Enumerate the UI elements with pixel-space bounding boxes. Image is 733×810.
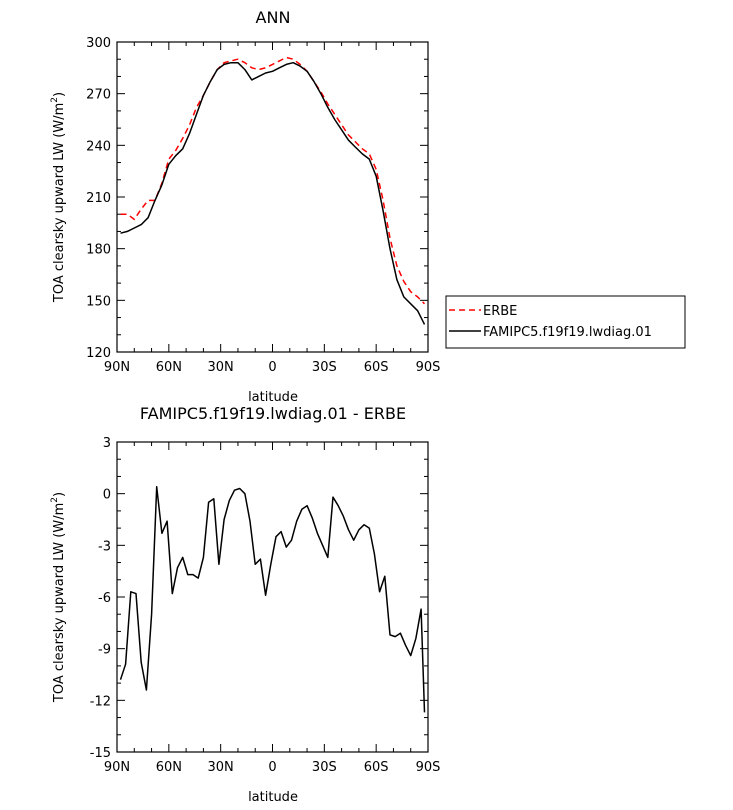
panel2-y-axis-label-close: ) <box>52 492 67 497</box>
panel2-ytick-label: -6 <box>98 591 111 606</box>
panel1-y-axis-label: TOA clearsky upward LW (W/m2) <box>50 92 67 303</box>
panel2-title: FAMIPC5.f19f19.lwdiag.01 - ERBE <box>140 404 406 423</box>
panel1-xtick-label: 0 <box>268 360 276 375</box>
panel1-xtick-label: 90N <box>104 360 130 375</box>
panel1-ytick-label: 210 <box>86 191 111 206</box>
legend-label-model: FAMIPC5.f19f19.lwdiag.01 <box>483 325 652 340</box>
panel2-ytick-label: -15 <box>90 746 111 761</box>
panel1-y-axis-label-close: ) <box>52 92 67 97</box>
panel1-plot-frame <box>116 41 429 353</box>
panel1-series <box>120 56 426 325</box>
panel2-ytick-label: 3 <box>103 436 111 451</box>
panel1-xtick-label: 60N <box>156 360 182 375</box>
panel1-xtick-label: 60S <box>364 360 389 375</box>
panel2-plot-frame <box>116 441 429 753</box>
panel1-series-line-1 <box>120 61 426 325</box>
panel2-ytick-label: -12 <box>90 694 111 709</box>
panel2-series <box>119 486 426 713</box>
panel1-xtick-label: 30N <box>208 360 234 375</box>
panel2-y-axis-label: TOA clearsky upward LW (W/m2) <box>50 492 67 703</box>
panel1-ytick-label: 300 <box>86 36 111 51</box>
panel1-ytick-label: 180 <box>86 243 111 258</box>
legend-box <box>445 295 686 349</box>
panel1-y-axis-label-text: TOA clearsky upward LW (W/m <box>52 103 67 303</box>
panel2-ytick-label: 0 <box>103 488 111 503</box>
panel2-xtick-label: 30N <box>208 760 234 775</box>
panel1-axis-ticks: 120 150 180 210 240 270 300 90N 60N 30N 0 30S 60S 90S <box>86 36 440 375</box>
panel2-xtick-label: 60S <box>364 760 389 775</box>
panel2-y-axis-label-text: TOA clearsky upward LW (W/m <box>52 503 67 703</box>
panel1-ytick-label: 270 <box>86 88 111 103</box>
panel1-ytick-label: 150 <box>86 294 111 309</box>
panel2-xtick-label: 60N <box>156 760 182 775</box>
panel-annual-mean: ANN 120 150 180 210 240 270 300 90N 60N 30N 0 30S 60… <box>50 8 686 405</box>
panel-difference: FAMIPC5.f19f19.lwdiag.01 - ERBE -15 -12 -9… <box>50 404 440 805</box>
panel2-x-axis-label: latitude <box>248 790 298 805</box>
panel2-y-axis-label-superscript: 2 <box>50 497 60 503</box>
panel2-xtick-label: 0 <box>268 760 276 775</box>
legend: ERBE FAMIPC5.f19f19.lwdiag.01 <box>445 295 686 349</box>
panel2-series-line-0 <box>119 486 426 713</box>
panel2-xtick-label: 30S <box>312 760 337 775</box>
panel1-y-axis-label-superscript: 2 <box>50 97 60 103</box>
panel2-ytick-label: -9 <box>98 643 111 658</box>
panel2-xtick-label: 90N <box>104 760 130 775</box>
panel1-x-axis-label: latitude <box>248 390 298 405</box>
panel2-ytick-label: -3 <box>98 539 111 554</box>
panel2-axis-ticks: -15 -12 -9 -6 -3 0 3 90N 60N 30N 0 30S 60S 90S <box>90 436 441 775</box>
panel1-xtick-label: 90S <box>416 360 441 375</box>
panel1-xtick-label: 30S <box>312 360 337 375</box>
panel1-ytick-label: 240 <box>86 139 111 154</box>
legend-label-erbe: ERBE <box>483 304 517 319</box>
panel1-title: ANN <box>256 8 291 27</box>
panel2-xtick-label: 90S <box>416 760 441 775</box>
panel1-ytick-label: 120 <box>86 346 111 361</box>
panel1-series-line-0 <box>120 56 426 305</box>
